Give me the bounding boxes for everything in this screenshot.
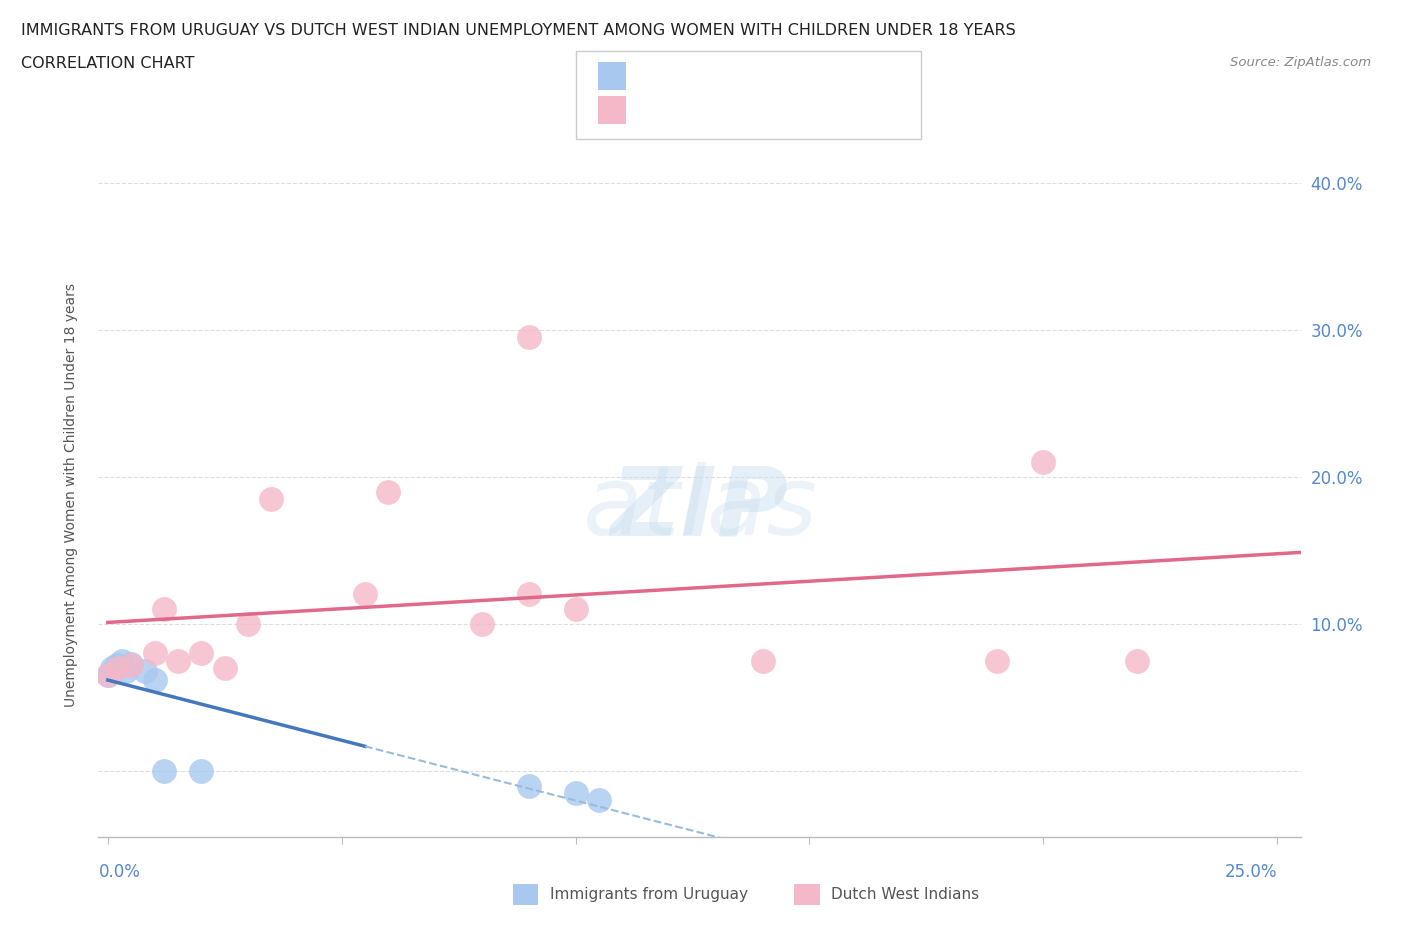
Point [588,792,610,807]
Point [354,587,377,602]
Point [97,668,120,683]
Point [143,645,166,660]
Point [115,663,138,678]
Text: CORRELATION CHART: CORRELATION CHART [21,56,194,71]
Text: ZIP: ZIP [610,462,789,555]
Point [751,653,773,668]
Point [564,602,586,617]
Text: 25.0%: 25.0% [1225,863,1277,882]
Point [120,658,142,672]
Y-axis label: Unemployment Among Women with Children Under 18 years: Unemployment Among Women with Children U… [63,284,77,707]
Point [111,653,134,668]
Point [105,660,128,675]
Point [214,660,236,675]
Text: IMMIGRANTS FROM URUGUAY VS DUTCH WEST INDIAN UNEMPLOYMENT AMONG WOMEN WITH CHILD: IMMIGRANTS FROM URUGUAY VS DUTCH WEST IN… [21,23,1017,38]
Point [260,491,283,506]
Point [471,617,494,631]
Point [986,653,1008,668]
Text: 0.0%: 0.0% [98,863,141,882]
Point [517,778,540,793]
Text: R = -0.245   N = 13: R = -0.245 N = 13 [637,69,787,84]
Point [120,656,142,671]
Point [517,330,540,345]
Point [153,764,176,778]
Point [517,587,540,602]
Text: atlas: atlas [582,462,817,555]
Point [377,485,399,499]
Point [564,786,586,801]
Point [153,602,176,617]
Point [167,653,190,668]
Text: R =  0.376   N = 21: R = 0.376 N = 21 [637,102,786,117]
Point [97,668,120,683]
Text: Source: ZipAtlas.com: Source: ZipAtlas.com [1230,56,1371,69]
Point [190,645,212,660]
Point [190,764,212,778]
Point [105,658,128,672]
Point [143,672,166,687]
Point [1032,455,1054,470]
Point [101,660,124,675]
Text: Immigrants from Uruguay: Immigrants from Uruguay [550,887,748,902]
Point [1126,653,1149,668]
Point [134,663,156,678]
Point [236,617,259,631]
Text: Dutch West Indians: Dutch West Indians [831,887,979,902]
